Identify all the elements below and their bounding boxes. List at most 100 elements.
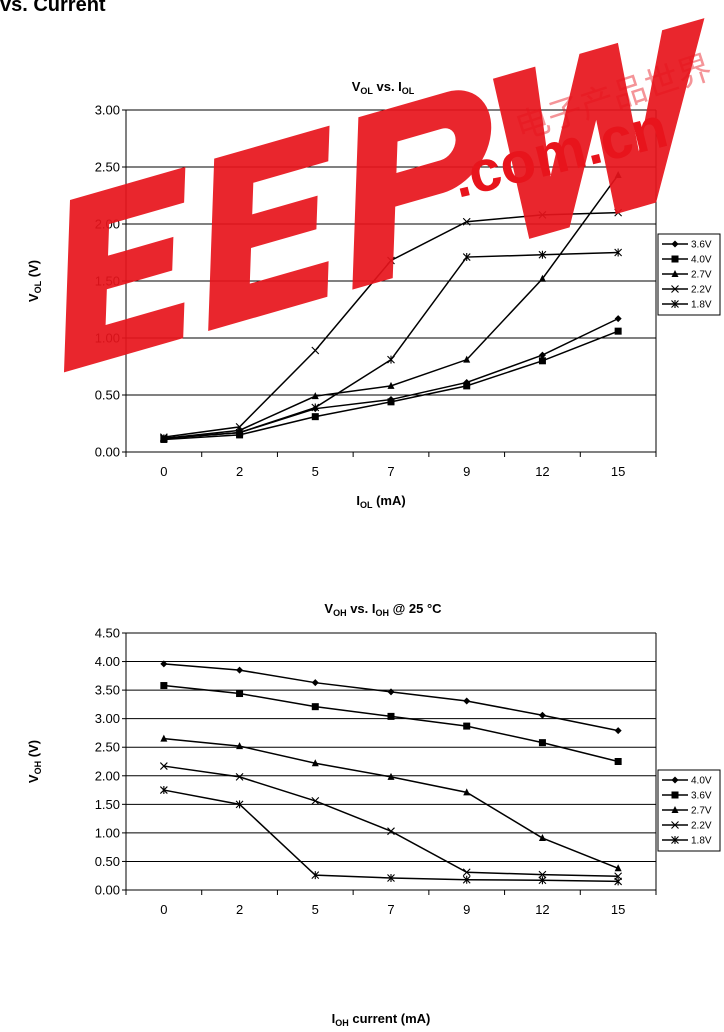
legend-label: 1.8V (691, 836, 712, 847)
x-tick-label: 12 (535, 902, 549, 917)
y-tick-label: 2.50 (95, 160, 120, 175)
series-1.8V (159, 248, 623, 443)
legend-label: 2.2V (691, 821, 712, 832)
x-tick-label: 7 (387, 464, 394, 479)
series-2.7V (160, 734, 622, 872)
data-point (235, 773, 244, 781)
legend-label: 2.2V (691, 285, 712, 296)
legend: 3.6V 4.0V 2.7V 2.2V 1.8V (657, 233, 721, 316)
series-line (163, 765, 619, 878)
y-tick-label: 3.00 (95, 711, 120, 726)
chart-title: VOH vs. IOH @ 25 °C (324, 601, 442, 618)
vol-vs-iol-chart: 0.00 0.50 1.00 1.50 2.00 2.50 3.00 0 2 5 7 9 12 15 VOL… (26, 79, 721, 510)
x-tick-label: 5 (312, 902, 319, 917)
data-point (311, 703, 319, 711)
legend-swatch-marker (671, 806, 679, 813)
data-point (387, 827, 395, 836)
data-point (614, 758, 622, 765)
data-point (614, 327, 622, 335)
y-tick-label: 0.50 (95, 854, 120, 869)
data-point (387, 256, 395, 265)
data-point (387, 398, 395, 406)
x-tick-label: 5 (312, 464, 319, 479)
y-tick-label: 2.00 (95, 217, 120, 232)
data-point (159, 434, 168, 443)
series-2.2V (159, 208, 623, 442)
data-point (538, 739, 546, 747)
y-tick-label: 1.50 (95, 274, 120, 289)
data-point (463, 722, 471, 730)
data-point (614, 864, 622, 872)
y-tick-label: 4.50 (95, 626, 120, 641)
data-point (236, 666, 244, 674)
data-point (235, 423, 244, 431)
data-point (614, 315, 622, 323)
y-tick-label: 0.00 (95, 883, 120, 898)
data-point (463, 355, 471, 363)
data-point (614, 727, 622, 735)
x-tick-label: 0 (160, 902, 167, 917)
data-point (387, 712, 395, 720)
data-point (462, 875, 471, 884)
legend-label: 3.6V (691, 791, 712, 802)
data-point (538, 351, 546, 359)
y-tick-label: 4.00 (95, 654, 120, 669)
legend-swatch-marker (671, 791, 679, 799)
data-point (236, 742, 244, 750)
data-point (614, 170, 622, 178)
data-point (538, 870, 547, 879)
legend-swatch-marker (671, 776, 679, 784)
data-point (311, 679, 319, 687)
data-point (538, 250, 547, 259)
x-tick-label: 9 (463, 902, 470, 917)
y-tick-label: 3.50 (95, 683, 120, 698)
x-tick-label: 9 (463, 464, 470, 479)
legend-label: 1.8V (691, 300, 712, 311)
data-point (387, 688, 395, 696)
legend-swatch-marker (671, 300, 679, 308)
data-point (311, 759, 319, 767)
data-point (462, 868, 471, 877)
data-point (235, 428, 244, 437)
data-point (538, 274, 546, 282)
series-line (163, 251, 619, 440)
legend-swatch-marker (671, 836, 679, 844)
y-tick-label: 1.00 (95, 331, 120, 346)
data-point (311, 392, 319, 400)
legend-label: 2.7V (691, 806, 712, 817)
chart-title: VOL vs. IOL (352, 79, 415, 96)
data-point (387, 772, 395, 780)
data-point (387, 874, 395, 883)
voh-vs-ioh-chart: 0.00 0.50 1.00 1.50 2.00 2.50 3.00 3.50 4.00 4.50… (26, 601, 721, 1028)
data-point (159, 786, 168, 795)
data-point (538, 711, 546, 719)
data-point (160, 660, 168, 668)
legend-swatch-marker (671, 270, 679, 277)
y-tick-label: 2.00 (95, 768, 120, 783)
series-line (163, 663, 619, 732)
page-header: vs. Current (0, 0, 106, 16)
series-line (163, 317, 619, 440)
x-tick-label: 12 (535, 464, 549, 479)
x-tick-label: 15 (611, 464, 625, 479)
x-tick-label: 0 (160, 464, 167, 479)
data-point (311, 871, 320, 880)
data-point (311, 346, 320, 355)
y-tick-label: 1.00 (95, 825, 120, 840)
data-point (160, 682, 168, 690)
data-point (463, 788, 471, 796)
series-line (163, 684, 619, 763)
x-tick-label: 2 (236, 902, 243, 917)
series-2.2V (159, 762, 623, 881)
data-point (538, 357, 546, 365)
series-1.8V (159, 786, 623, 886)
y-tick-label: 1.50 (95, 797, 120, 812)
y-tick-label: 2.50 (95, 740, 120, 755)
legend-swatch-marker (671, 255, 679, 263)
data-point (614, 877, 623, 886)
x-tick-label: 7 (387, 902, 394, 917)
data-point (463, 697, 471, 705)
data-point (538, 834, 546, 842)
series-3.6V (160, 682, 622, 765)
